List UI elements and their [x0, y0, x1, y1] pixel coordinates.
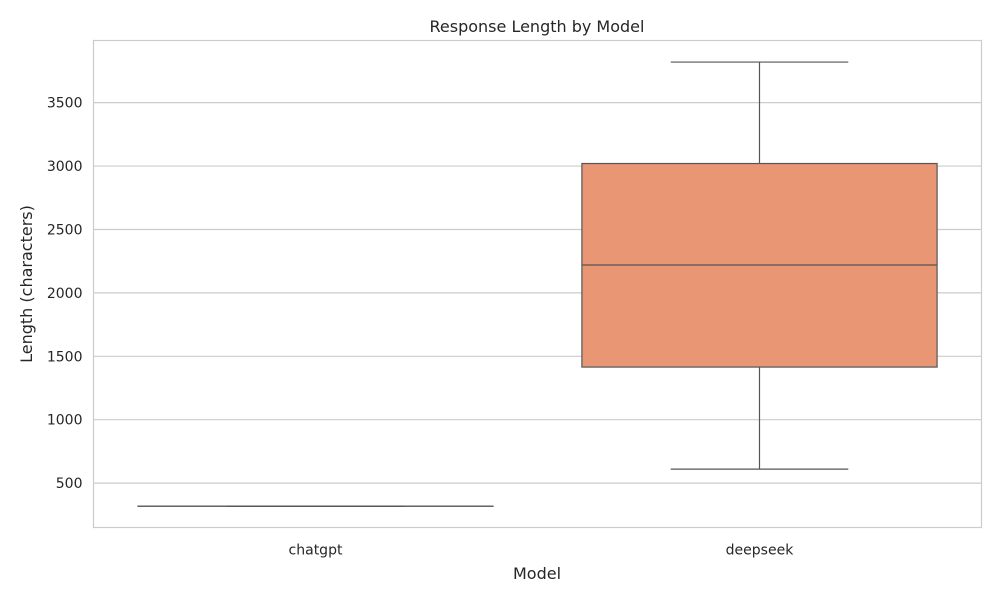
- y-tick-label-1500: 1500: [47, 349, 83, 365]
- y-axis-label: Length (characters): [17, 205, 36, 363]
- y-tick-label-2000: 2000: [47, 286, 83, 302]
- x-tick-label-chatgpt: chatgpt: [289, 543, 343, 559]
- y-tick-label-1000: 1000: [47, 413, 83, 429]
- chart-title: Response Length by Model: [430, 17, 645, 36]
- y-tick-label-3000: 3000: [47, 159, 83, 175]
- plot-frame: [92, 39, 983, 529]
- x-axis-label: Model: [513, 564, 561, 583]
- y-tick-labels: 500 1000 1500 2000 2500 3000 3500: [47, 96, 83, 492]
- box-deepseek: [581, 61, 938, 470]
- y-tick-label-3500: 3500: [47, 96, 83, 112]
- y-tick-label-2500: 2500: [47, 222, 83, 238]
- boxes-layer: [137, 61, 938, 507]
- x-tick-label-deepseek: deepseek: [726, 543, 795, 559]
- x-tick-labels: chatgpt deepseek: [289, 543, 795, 559]
- y-tick-label-500: 500: [56, 476, 83, 492]
